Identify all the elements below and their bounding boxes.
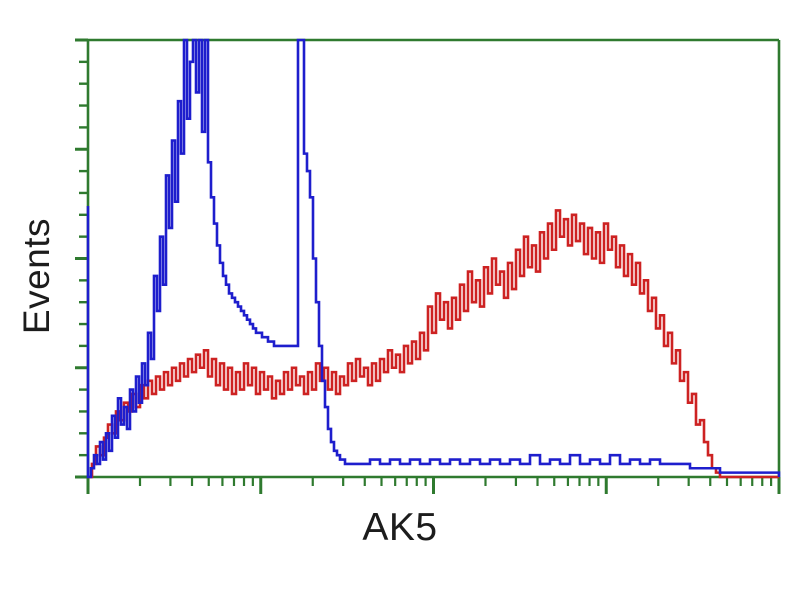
x-axis-label: AK5 — [362, 506, 438, 549]
y-axis-label: Events — [16, 217, 57, 335]
histogram-trace-red — [88, 209, 779, 479]
plot-frame — [86, 38, 781, 479]
histogram-trace-blue — [86, 38, 781, 479]
x-axis-ticks — [86, 477, 781, 494]
y-axis-ticks — [75, 38, 88, 479]
